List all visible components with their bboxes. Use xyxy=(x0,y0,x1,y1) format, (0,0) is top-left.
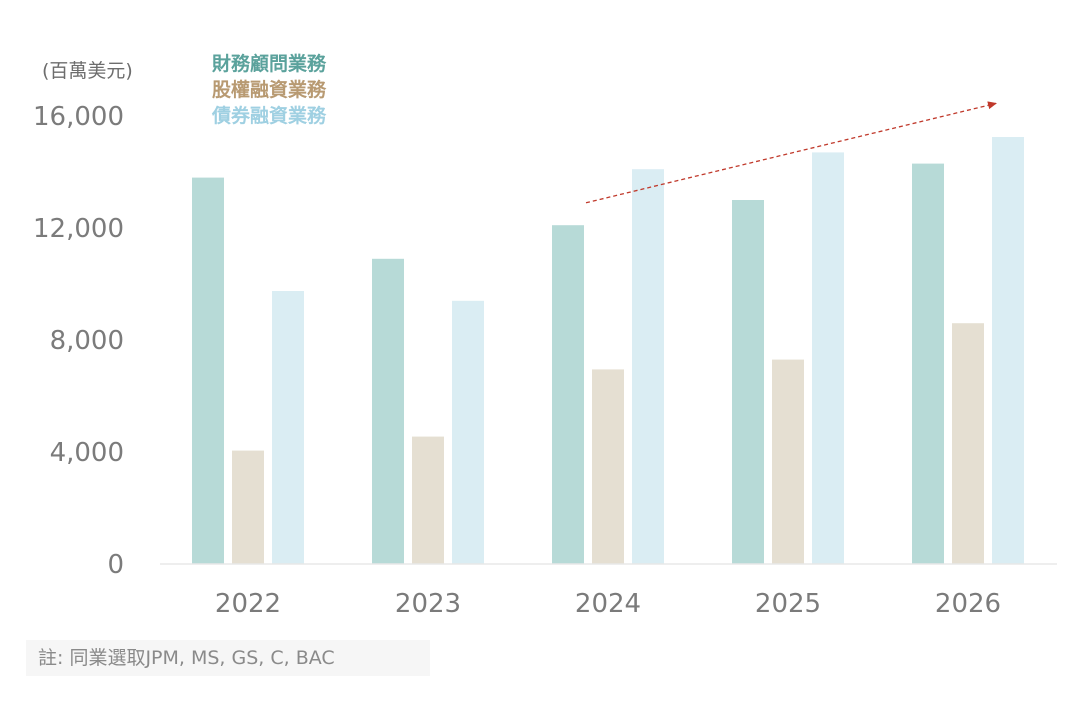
x-axis-labels: 2022 2023 2024 2025 2026 xyxy=(215,589,1001,619)
bar-series-3-2023 xyxy=(452,300,484,564)
y-tick-label: 0 xyxy=(107,550,124,580)
x-tick-label: 2026 xyxy=(935,589,1001,619)
bar-series-1-2026 xyxy=(912,163,944,564)
y-tick-label: 12,000 xyxy=(33,214,124,244)
bar-series-2-2023 xyxy=(412,436,444,564)
trend-arrow xyxy=(585,101,997,204)
bar-series-2-2024 xyxy=(592,369,624,564)
y-axis-unit-label: (百萬美元) xyxy=(42,60,133,82)
y-tick-label: 4,000 xyxy=(50,438,124,468)
bar-series-2-2022 xyxy=(232,450,264,564)
y-tick-label: 16,000 xyxy=(33,102,124,132)
bars xyxy=(192,137,1024,564)
y-axis-ticks: 0 4,000 8,000 12,000 16,000 xyxy=(33,102,124,580)
legend-entry-1: 財務顧問業務 xyxy=(212,52,327,75)
bar-series-1-2023 xyxy=(372,258,404,564)
x-tick-label: 2025 xyxy=(755,589,821,619)
y-tick-label: 8,000 xyxy=(50,326,124,356)
bar-series-1-2025 xyxy=(732,200,764,564)
legend-entry-3: 債券融資業務 xyxy=(211,104,327,127)
bar-series-1-2022 xyxy=(192,177,224,564)
footnote: 註: 同業選取JPM, MS, GS, C, BAC xyxy=(26,640,430,676)
bar-series-3-2026 xyxy=(992,137,1024,564)
bar-series-3-2024 xyxy=(632,169,664,564)
bar-series-3-2025 xyxy=(812,152,844,564)
bar-series-2-2026 xyxy=(952,323,984,564)
x-tick-label: 2022 xyxy=(215,589,281,619)
x-tick-label: 2024 xyxy=(575,589,641,619)
legend-entry-2: 股權融資業務 xyxy=(212,78,327,101)
x-tick-label: 2023 xyxy=(395,589,461,619)
bar-series-2-2025 xyxy=(772,359,804,564)
bar-series-1-2024 xyxy=(552,225,584,564)
bar-series-3-2022 xyxy=(272,291,304,564)
